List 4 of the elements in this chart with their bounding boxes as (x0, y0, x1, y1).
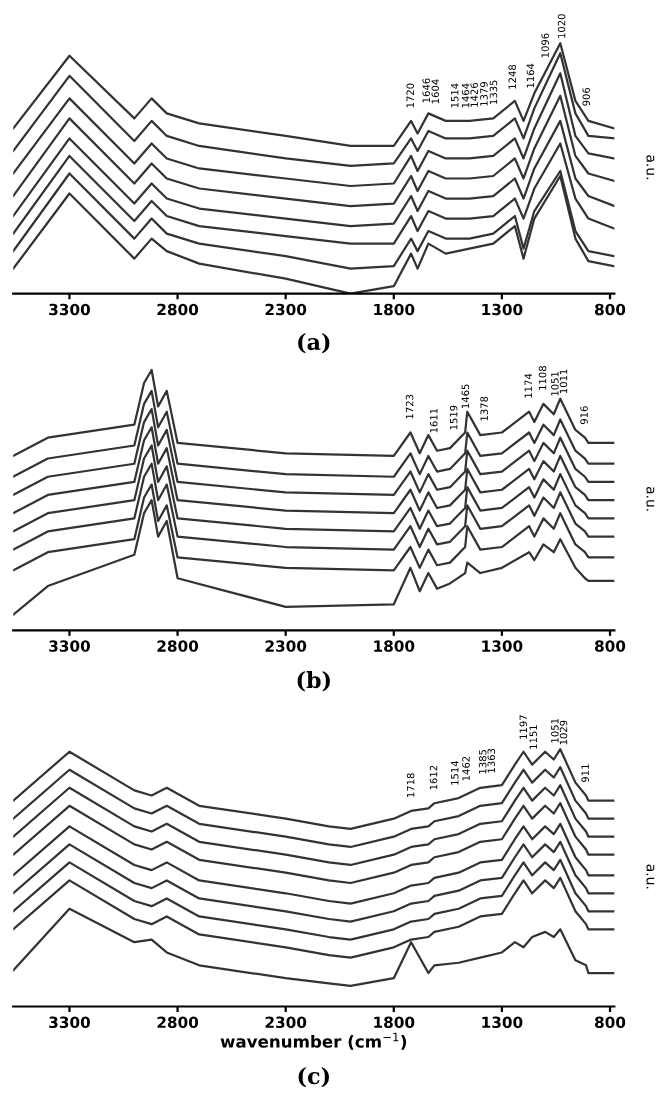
x-axis-title: wavenumber (cm$^{−1}$) (220, 1032, 407, 1050)
text: (b) (297, 671, 330, 692)
text: (a) (298, 332, 330, 354)
text: (c) (298, 1067, 329, 1088)
